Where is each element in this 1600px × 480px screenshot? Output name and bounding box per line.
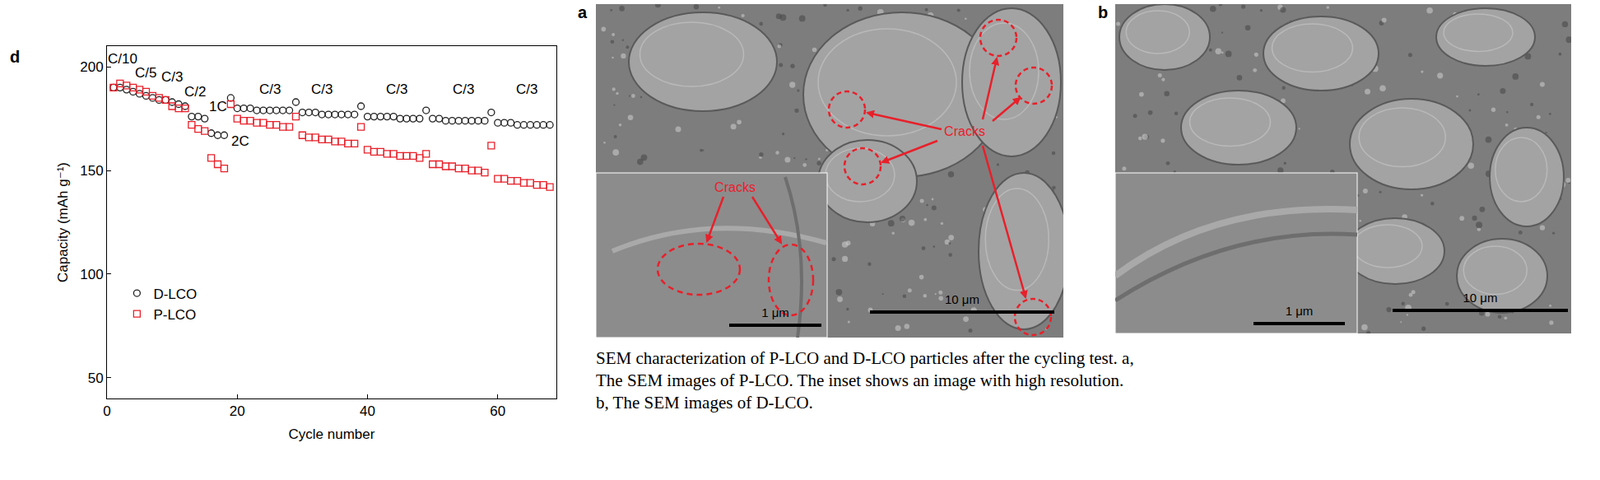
svg-text:C/10: C/10: [107, 51, 138, 67]
svg-text:60: 60: [489, 403, 506, 419]
svg-text:C/3: C/3: [311, 81, 333, 98]
svg-text:Capacity (mAh g⁻¹): Capacity (mAh g⁻¹): [55, 162, 71, 283]
html-text:SEM characterization of P-LCO: SEM characterization of P-LCO and D-LCO …: [595, 348, 1134, 368]
svg-text:C/3: C/3: [452, 81, 475, 98]
svg-text:100: 100: [79, 266, 103, 283]
svg-text:Cracks: Cracks: [714, 180, 756, 195]
svg-text:C/5: C/5: [134, 65, 157, 81]
svg-text:40: 40: [359, 403, 376, 419]
svg-text:Cycle number: Cycle number: [288, 426, 376, 442]
svg-text:1 μm: 1 μm: [761, 305, 790, 320]
svg-text:C/2: C/2: [184, 83, 206, 100]
svg-text:C/3: C/3: [259, 81, 281, 98]
html-text:a: a: [577, 3, 587, 22]
svg-text:C/3: C/3: [516, 81, 538, 98]
svg-text:0: 0: [102, 403, 111, 419]
svg-text:2C: 2C: [231, 133, 250, 149]
svg-text:d: d: [9, 47, 20, 66]
html-text:b, The SEM images of D-LCO.: b, The SEM images of D-LCO.: [595, 392, 814, 413]
svg-text:P-LCO: P-LCO: [153, 306, 196, 323]
html-text:The SEM images of P-LCO. The i: The SEM images of P-LCO. The inset shows…: [595, 370, 1124, 391]
svg-text:10 μm: 10 μm: [944, 292, 980, 307]
svg-text:1C: 1C: [209, 98, 228, 115]
svg-text:Cracks: Cracks: [944, 124, 986, 139]
svg-text:10 μm: 10 μm: [1463, 290, 1498, 305]
svg-text:150: 150: [79, 162, 103, 179]
svg-text:C/3: C/3: [161, 69, 183, 85]
svg-text:D-LCO: D-LCO: [153, 286, 197, 303]
svg-text:50: 50: [88, 370, 104, 387]
svg-text:1 μm: 1 μm: [1285, 303, 1314, 318]
svg-text:20: 20: [229, 403, 246, 419]
svg-text:C/3: C/3: [386, 81, 408, 98]
html-text:b: b: [1097, 3, 1108, 22]
svg-text:200: 200: [79, 59, 103, 75]
